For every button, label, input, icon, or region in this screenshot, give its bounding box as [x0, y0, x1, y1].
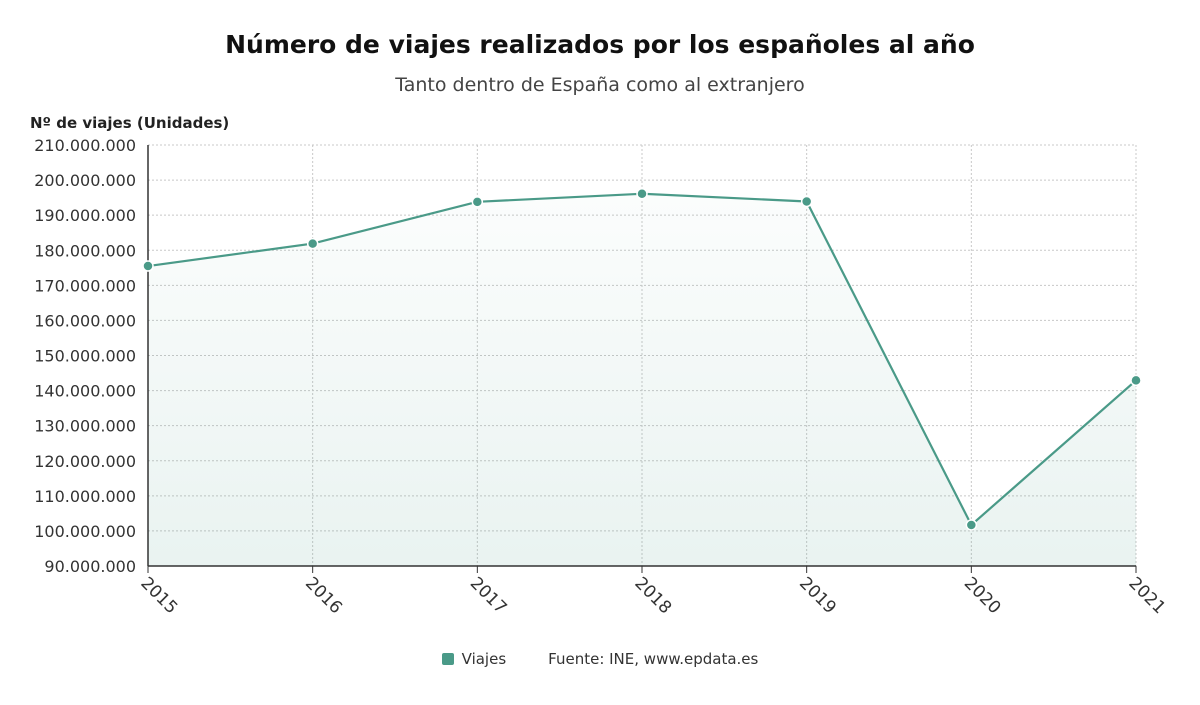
data-point	[965, 519, 978, 531]
y-tick-label: 130.000.000	[34, 417, 136, 436]
chart-title: Número de viajes realizados por los espa…	[225, 30, 975, 59]
y-tick-label: 200.000.000	[34, 171, 136, 190]
y-tick-label: 180.000.000	[34, 241, 136, 260]
y-tick-label: 210.000.000	[34, 136, 136, 155]
y-tick-label: 170.000.000	[34, 276, 136, 295]
data-point	[800, 195, 813, 208]
data-point	[142, 260, 154, 272]
x-tick-label: 2018	[630, 573, 675, 618]
x-tick-label: 2017	[466, 573, 511, 618]
series-area-viajes	[148, 193, 1136, 566]
x-tick-label: 2016	[301, 573, 346, 618]
data-point	[306, 237, 319, 250]
y-tick-label: 100.000.000	[34, 522, 136, 541]
y-tick-label: 160.000.000	[34, 311, 136, 330]
y-axis-title: Nº de viajes (Unidades)	[30, 114, 229, 132]
y-tick-label: 150.000.000	[34, 347, 136, 366]
legend-label-viajes[interactable]: Viajes	[461, 650, 507, 668]
data-point	[1130, 374, 1142, 387]
x-tick-label: 2019	[795, 573, 840, 618]
x-tick-label: 2020	[960, 573, 1005, 618]
legend-swatch	[441, 653, 454, 665]
y-tick-label: 90.000.000	[44, 557, 136, 576]
y-tick-label: 110.000.000	[34, 487, 136, 506]
data-point	[471, 196, 484, 208]
y-tick-label: 140.000.000	[34, 382, 136, 401]
chart-subtitle: Tanto dentro de España como al extranjer…	[395, 74, 805, 96]
y-tick-label: 190.000.000	[34, 206, 136, 225]
y-tick-label: 120.000.000	[34, 452, 136, 471]
x-tick-label: 2015	[136, 573, 181, 618]
data-point	[636, 188, 648, 200]
source-note: Fuente: INE, www.epdata.es	[548, 650, 759, 668]
x-tick-label: 2021	[1124, 573, 1169, 618]
legend: Viajes Fuente: INE, www.epdata.es	[0, 650, 1200, 668]
